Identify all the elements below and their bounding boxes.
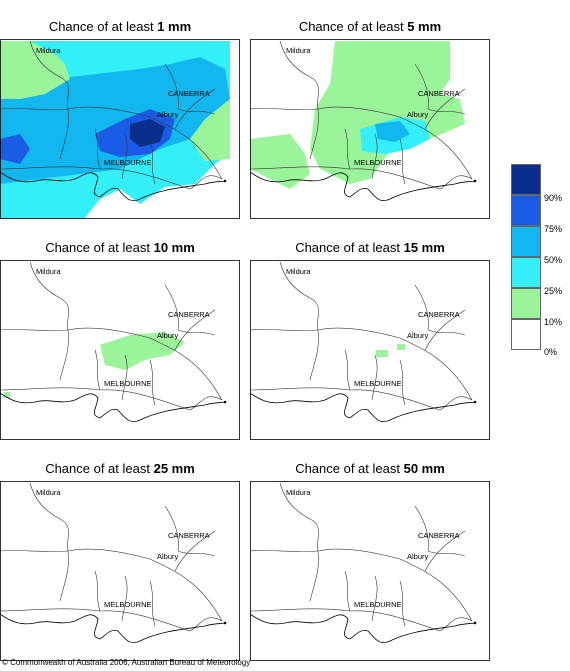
label-canberra: CANBERRA — [418, 531, 460, 540]
map-svg: Mildura CANBERRA Albury MELBOURNE — [250, 39, 490, 219]
title-amount: 15 mm — [403, 240, 445, 255]
label-albury: Albury — [157, 552, 179, 561]
point-marker — [473, 400, 477, 404]
borders — [0, 482, 223, 632]
label-mildura: Mildura — [36, 267, 61, 276]
label-albury: Albury — [157, 331, 179, 340]
label-melbourne: MELBOURNE — [104, 158, 152, 167]
point-marker — [223, 400, 227, 404]
title-prefix: Chance of at least — [295, 461, 404, 476]
panel-title-10mm: Chance of at least 10 mm — [0, 240, 240, 255]
title-amount: 50 mm — [403, 461, 445, 476]
map-50mm: Mildura CANBERRA Albury MELBOURNE — [250, 481, 490, 661]
title-prefix: Chance of at least — [295, 240, 404, 255]
coastline — [250, 613, 476, 644]
label-mildura: Mildura — [286, 46, 311, 55]
label-melbourne: MELBOURNE — [354, 379, 402, 388]
label-melbourne: MELBOURNE — [354, 158, 402, 167]
map-svg: Mildura CANBERRA Albury MELBOURNE — [0, 39, 240, 219]
legend-label-10: 10% — [544, 317, 563, 327]
coastline — [250, 171, 476, 202]
label-mildura: Mildura — [36, 46, 61, 55]
label-melbourne: MELBOURNE — [104, 600, 152, 609]
copyright-notice: © Commonwealth of Australia 2006, Austra… — [2, 658, 251, 667]
borders — [0, 261, 223, 411]
coastline — [0, 392, 226, 423]
title-amount: 10 mm — [153, 240, 195, 255]
title-prefix: Chance of at least — [45, 240, 154, 255]
map-frame — [0, 260, 240, 440]
map-svg: Mildura CANBERRA Albury MELBOURNE — [250, 260, 490, 440]
map-1mm: Mildura CANBERRA Albury MELBOURNE — [0, 39, 240, 219]
panel-title-15mm: Chance of at least 15 mm — [250, 240, 490, 255]
panel-title-50mm: Chance of at least 50 mm — [250, 461, 490, 476]
point-marker — [473, 179, 477, 183]
label-melbourne: MELBOURNE — [104, 379, 152, 388]
panel-title-5mm: Chance of at least 5 mm — [250, 19, 490, 34]
title-prefix: Chance of at least — [48, 19, 158, 34]
title-amount: 5 mm — [407, 19, 442, 34]
label-albury: Albury — [157, 110, 179, 119]
probability-fill — [0, 260, 240, 440]
label-melbourne: MELBOURNE — [354, 600, 402, 609]
map-10mm: Mildura CANBERRA Albury MELBOURNE — [0, 260, 240, 440]
label-canberra: CANBERRA — [168, 531, 210, 540]
legend: 90% 75% 50% 25% 10% 0% — [511, 164, 562, 357]
borders — [250, 40, 473, 190]
legend-swatch-10 — [511, 288, 541, 319]
legend-swatch-90 — [511, 164, 541, 195]
label-albury: Albury — [407, 110, 429, 119]
legend-label-0: 0% — [544, 347, 558, 357]
map-5mm: Mildura CANBERRA Albury MELBOURNE — [250, 39, 490, 219]
map-frame — [0, 481, 240, 661]
map-frame — [0, 39, 240, 219]
label-mildura: Mildura — [286, 488, 311, 497]
coastline — [0, 171, 226, 202]
legend-label-75: 75% — [544, 224, 563, 234]
legend-label-25: 25% — [544, 286, 563, 296]
map-svg: Mildura CANBERRA Albury MELBOURNE — [0, 260, 240, 440]
map-svg: Mildura CANBERRA Albury MELBOURNE — [0, 481, 240, 661]
borders — [250, 261, 473, 411]
map-frame — [250, 481, 490, 661]
label-mildura: Mildura — [36, 488, 61, 497]
point-marker — [223, 179, 227, 183]
point-marker — [473, 621, 477, 625]
legend-label-90: 90% — [544, 193, 563, 203]
map-svg: Mildura CANBERRA Albury MELBOURNE — [250, 481, 490, 661]
map-frame — [250, 39, 490, 219]
title-amount: 25 mm — [153, 461, 195, 476]
probability-fill — [0, 39, 240, 219]
label-canberra: CANBERRA — [168, 89, 210, 98]
panel-title-1mm: Chance of at least 1 mm — [0, 19, 240, 34]
legend-swatch-50 — [511, 226, 541, 257]
map-frame — [250, 260, 490, 440]
probability-fill — [250, 481, 490, 661]
title-prefix: Chance of at least — [298, 19, 408, 34]
map-25mm: Mildura CANBERRA Albury MELBOURNE — [0, 481, 240, 661]
map-15mm: Mildura CANBERRA Albury MELBOURNE — [250, 260, 490, 440]
legend-label-50: 50% — [544, 255, 563, 265]
probability-fill — [250, 260, 490, 440]
title-amount: 1 mm — [157, 19, 192, 34]
borders — [250, 482, 473, 632]
label-canberra: CANBERRA — [168, 310, 210, 319]
probability-fill — [250, 39, 490, 219]
coastline — [0, 613, 226, 644]
title-prefix: Chance of at least — [45, 461, 154, 476]
coastline — [250, 392, 476, 423]
legend-swatch-75 — [511, 195, 541, 226]
legend-swatch-0 — [511, 319, 541, 350]
label-mildura: Mildura — [286, 267, 311, 276]
label-canberra: CANBERRA — [418, 310, 460, 319]
label-albury: Albury — [407, 552, 429, 561]
label-albury: Albury — [407, 331, 429, 340]
probability-fill — [0, 481, 240, 661]
borders — [0, 40, 223, 190]
label-canberra: CANBERRA — [418, 89, 460, 98]
panel-title-25mm: Chance of at least 25 mm — [0, 461, 240, 476]
legend-swatch-25 — [511, 257, 541, 288]
point-marker — [223, 621, 227, 625]
